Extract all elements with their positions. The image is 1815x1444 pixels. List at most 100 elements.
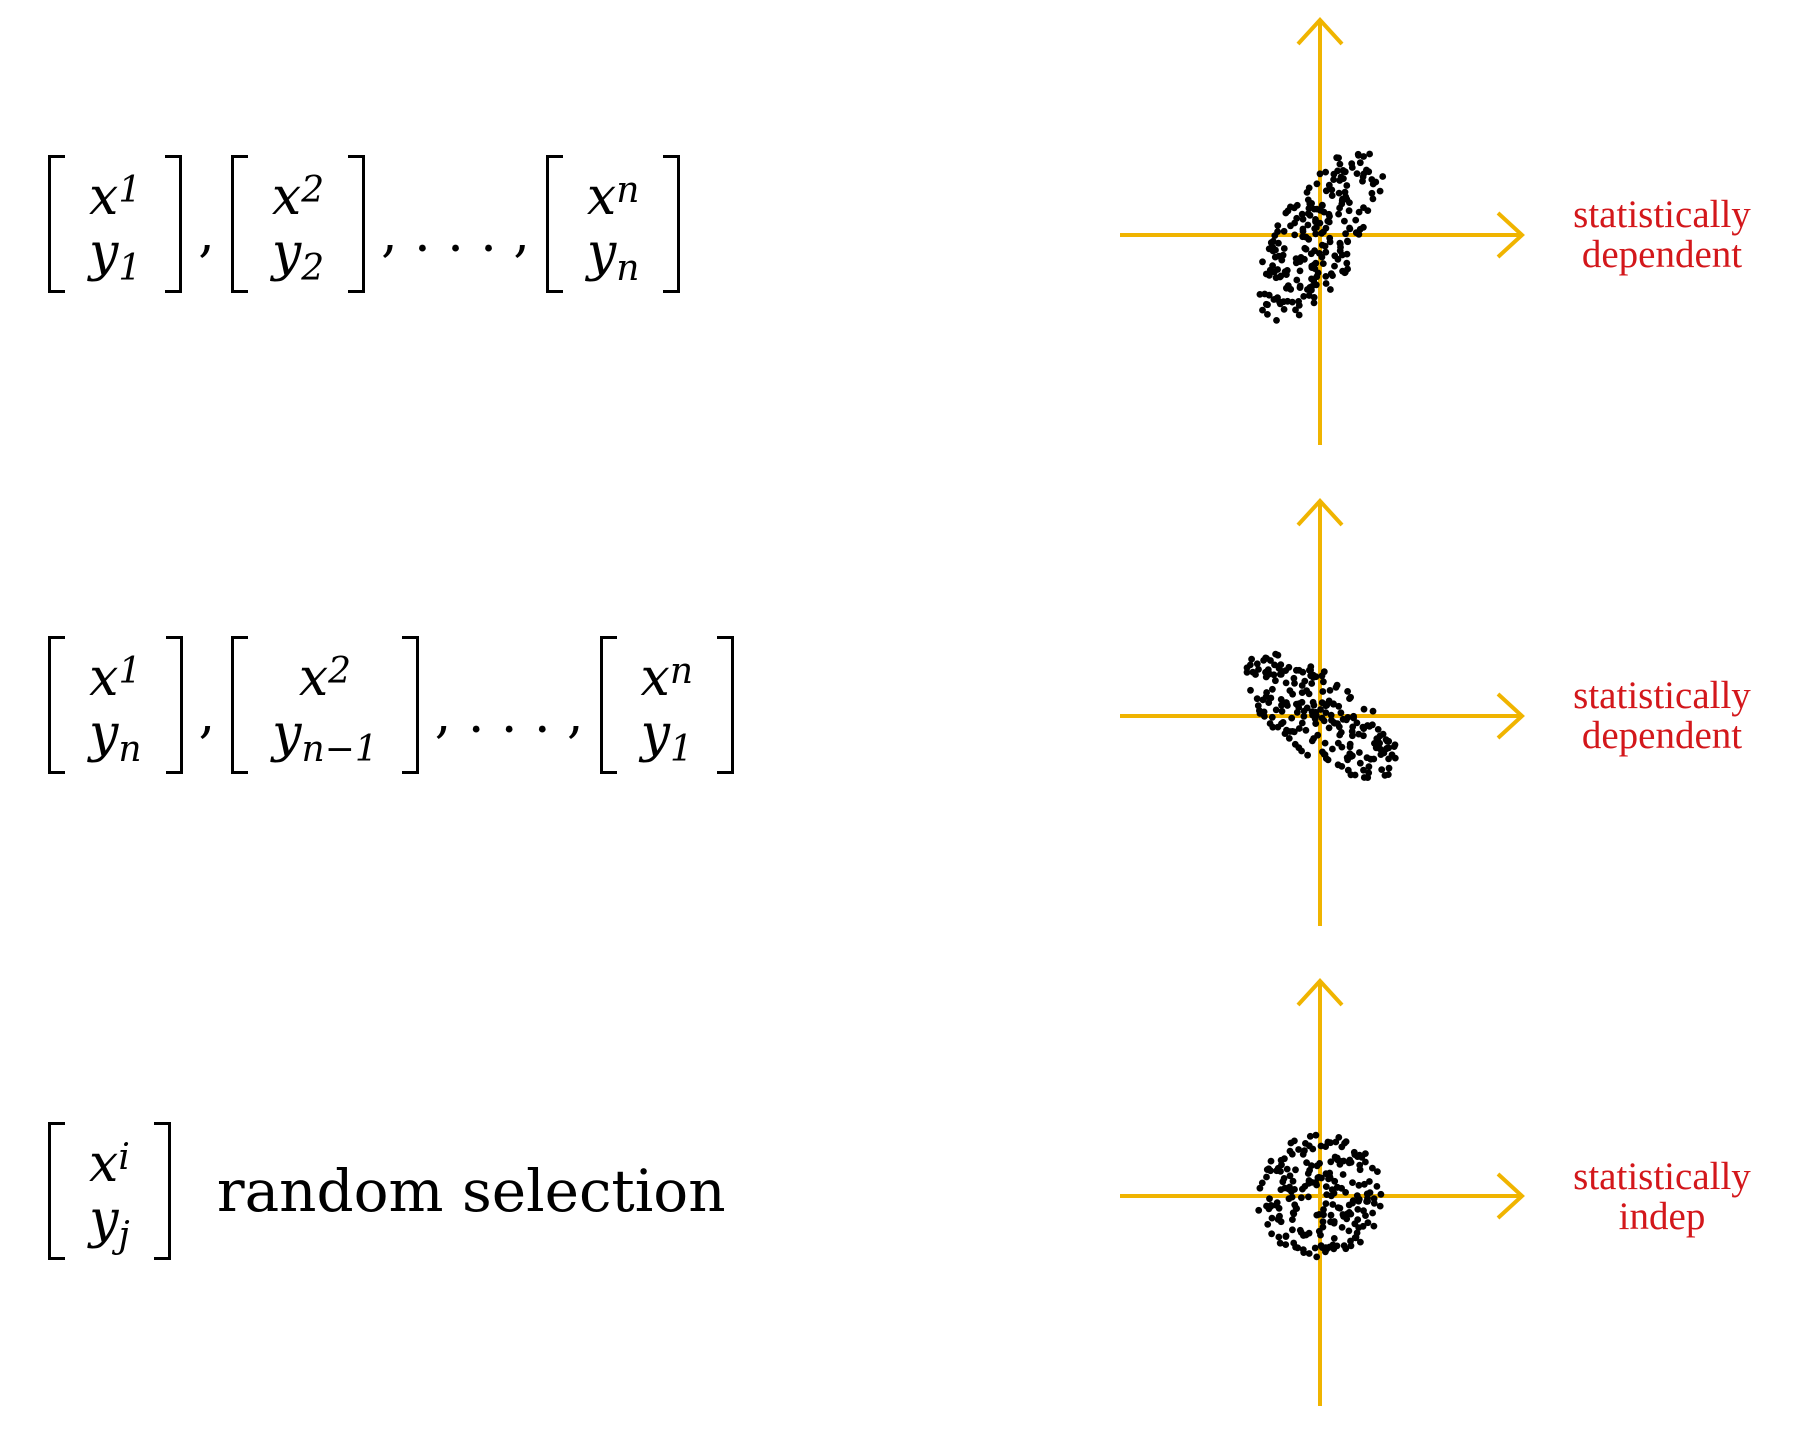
data-point	[1277, 1218, 1285, 1226]
data-point	[1338, 1224, 1346, 1231]
data-point	[1313, 1253, 1321, 1261]
data-point	[1369, 1209, 1376, 1217]
data-point	[1323, 701, 1331, 709]
data-point	[1306, 1132, 1314, 1140]
left-bracket	[48, 1122, 65, 1260]
y-axis-arrowhead	[1296, 17, 1344, 46]
data-point	[1272, 1201, 1280, 1209]
data-point	[1268, 1230, 1275, 1238]
x-axis-arrowhead	[1496, 1172, 1525, 1220]
data-point	[1306, 211, 1314, 219]
left-bracket	[231, 636, 249, 774]
data-point	[1305, 292, 1313, 299]
scatter-plot-positive	[1120, 17, 1525, 445]
data-point	[1258, 1179, 1266, 1187]
data-point	[1372, 744, 1380, 752]
data-point	[1284, 282, 1292, 289]
data-point	[1316, 170, 1324, 178]
data-point	[1298, 719, 1306, 727]
data-point	[1353, 719, 1361, 727]
right-bracket	[348, 155, 366, 293]
data-point	[1270, 268, 1278, 276]
data-point	[1338, 1143, 1346, 1151]
data-point	[1299, 1246, 1307, 1253]
data-point	[1349, 1199, 1356, 1207]
data-point	[1330, 1189, 1338, 1197]
data-point	[1267, 1157, 1275, 1165]
data-point	[1276, 1239, 1284, 1247]
data-point	[1337, 1157, 1344, 1165]
data-point	[1307, 666, 1314, 674]
data-point	[1327, 286, 1334, 293]
data-point	[1281, 268, 1289, 275]
vector-1: x1 y1	[48, 155, 183, 293]
data-point	[1328, 192, 1336, 200]
data-point	[1338, 1184, 1345, 1192]
data-point	[1317, 1231, 1324, 1239]
data-point	[1298, 210, 1306, 218]
data-point	[1309, 698, 1317, 706]
data-point	[1327, 270, 1335, 278]
data-point	[1282, 1233, 1290, 1240]
data-point	[1305, 235, 1313, 243]
data-point	[1300, 712, 1308, 720]
data-point	[1315, 1173, 1323, 1181]
data-point	[1313, 1162, 1321, 1170]
y-axis-arrowhead	[1296, 498, 1344, 527]
data-point	[1385, 764, 1393, 772]
data-point	[1264, 301, 1271, 309]
data-point	[1264, 311, 1271, 318]
data-point	[1318, 714, 1326, 722]
data-point	[1379, 173, 1387, 180]
data-point	[1333, 1242, 1341, 1250]
data-point	[1346, 743, 1354, 751]
data-point	[1345, 1159, 1353, 1167]
data-point	[1318, 241, 1326, 249]
data-point	[1339, 167, 1347, 174]
data-point	[1359, 1222, 1367, 1230]
data-point	[1320, 678, 1327, 686]
data-point	[1338, 251, 1346, 259]
data-point	[1282, 679, 1290, 687]
data-point	[1320, 208, 1328, 216]
data-point	[1355, 730, 1363, 738]
data-point	[1299, 225, 1307, 233]
data-point	[1337, 709, 1345, 717]
data-point	[1283, 1165, 1291, 1173]
data-point	[1295, 298, 1302, 305]
data-point	[1366, 1178, 1373, 1185]
data-point	[1319, 260, 1327, 267]
data-point	[1325, 1175, 1332, 1183]
data-point	[1259, 306, 1266, 314]
data-point	[1298, 747, 1305, 755]
data-point	[1327, 1158, 1335, 1166]
data-point	[1360, 766, 1367, 774]
vector-n: xn yn	[545, 155, 681, 293]
data-point	[1293, 708, 1301, 716]
data-point	[1339, 1171, 1347, 1178]
vector-bottom: yn	[89, 704, 142, 770]
vector-top: x2	[298, 648, 352, 708]
data-point	[1301, 244, 1309, 252]
data-point	[1342, 193, 1350, 201]
vector-2: x2 yn−1	[231, 636, 419, 774]
data-point	[1289, 1216, 1296, 1223]
data-point	[1352, 216, 1360, 224]
data-point	[1388, 751, 1396, 759]
vector-top: x1	[89, 167, 142, 227]
data-point	[1312, 1131, 1320, 1139]
data-point	[1264, 1221, 1272, 1228]
x-axis-arrowhead	[1496, 692, 1525, 740]
data-point	[1312, 281, 1320, 289]
data-point	[1305, 690, 1313, 698]
data-point	[1261, 290, 1269, 298]
data-point	[1347, 1210, 1355, 1218]
data-point	[1369, 707, 1377, 715]
vector-ij: xi yj	[48, 1122, 171, 1260]
data-point	[1336, 204, 1343, 212]
data-point	[1311, 1244, 1319, 1252]
data-point	[1296, 267, 1304, 275]
data-point	[1265, 245, 1273, 253]
data-point	[1277, 272, 1285, 280]
dependence-note: statistically dependent	[1573, 674, 1751, 757]
